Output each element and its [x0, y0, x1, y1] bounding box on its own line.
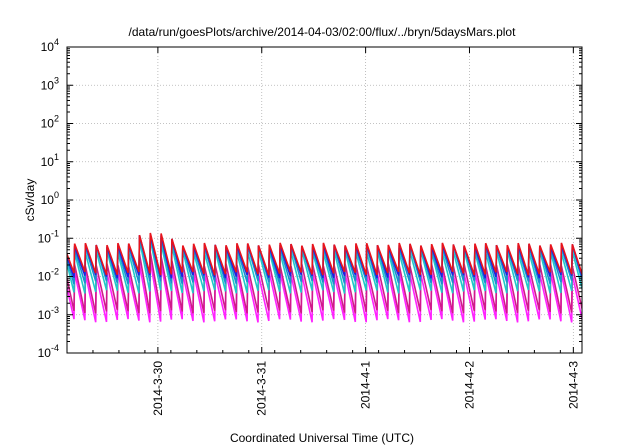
- y-tick-label: 10-3: [38, 305, 59, 322]
- chart-title: /data/run/goesPlots/archive/2014-04-03/0…: [129, 25, 517, 39]
- x-tick-label: 2014-4-3: [566, 361, 580, 409]
- x-axis-label: Coordinated Universal Time (UTC): [230, 431, 414, 445]
- y-tick-label: 101: [41, 152, 59, 169]
- x-tick-labels: 2014-3-30 2014-3-31 2014-4-1 2014-4-2 2014-4…: [151, 361, 580, 416]
- x-tick-label: 2014-4-1: [359, 361, 373, 409]
- y-tick-label: 10-4: [38, 343, 59, 360]
- y-tick-label: 104: [41, 37, 59, 54]
- y-tick-label: 100: [41, 190, 59, 207]
- series-line: [67, 239, 582, 294]
- series-line: [67, 252, 582, 314]
- y-tick-labels: 10-4 10-3 10-2 10-1 100 101 102 103 104: [38, 37, 59, 360]
- y-tick-label: 10-2: [38, 267, 59, 284]
- x-tick-label: 2014-3-30: [151, 361, 165, 416]
- series-line: [67, 260, 582, 323]
- x-tick-label: 2014-4-2: [462, 361, 476, 409]
- series-line: [67, 232, 582, 276]
- y-tick-label: 10-1: [38, 228, 59, 245]
- y-tick-label: 102: [41, 114, 59, 131]
- series-layer: [67, 232, 582, 323]
- x-tick-label: 2014-3-31: [255, 361, 269, 416]
- tick-marks: [66, 46, 582, 354]
- y-axis-label: cSv/day: [23, 179, 37, 222]
- y-tick-label: 103: [41, 75, 59, 92]
